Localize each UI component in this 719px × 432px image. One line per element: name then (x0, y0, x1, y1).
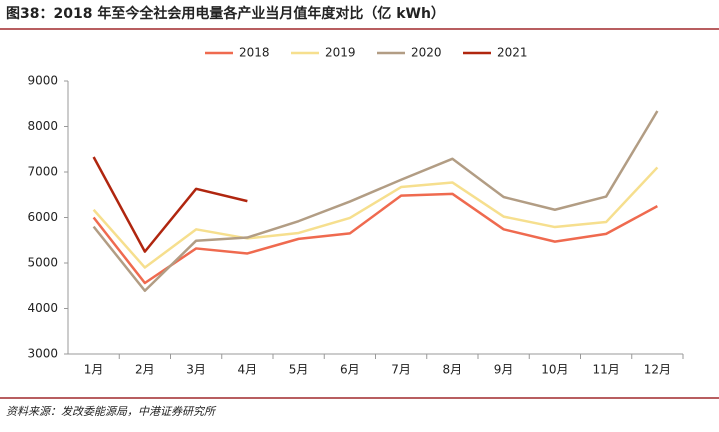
series-line (92, 156, 248, 253)
x-tick-label: 11月 (592, 363, 619, 377)
legend-label: 2018 (239, 46, 270, 60)
x-tick-label: 2月 (135, 363, 155, 377)
x-tick-label: 7月 (391, 363, 411, 377)
legend-label: 2021 (497, 46, 528, 60)
x-tick-label: 8月 (443, 363, 463, 377)
x-tick-label: 12月 (644, 363, 671, 377)
x-tick-label: 4月 (238, 363, 258, 377)
y-tick-label: 7000 (27, 165, 58, 179)
y-tick-label: 5000 (27, 256, 58, 270)
x-tick-label: 9月 (494, 363, 514, 377)
x-tick-label: 5月 (289, 363, 309, 377)
legend-label: 2019 (325, 46, 356, 60)
x-tick-label: 10月 (541, 363, 568, 377)
y-tick-label: 4000 (27, 301, 58, 315)
x-tick-label: 1月 (84, 363, 104, 377)
series-line (92, 192, 658, 285)
x-tick-label: 3月 (186, 363, 206, 377)
legend-label: 2020 (411, 46, 442, 60)
series-line (92, 110, 659, 293)
y-tick-label: 6000 (27, 210, 58, 224)
series-line (92, 166, 659, 269)
y-tick-label: 8000 (27, 119, 58, 133)
chart-title: 图38：2018 年至今全社会用电量各产业当月值年度对比（亿 kWh） (6, 5, 445, 22)
source: 资料来源：发改委能源局，中港证券研究所 (6, 405, 217, 418)
y-tick-label: 3000 (27, 347, 58, 361)
y-tick-label: 9000 (27, 74, 58, 88)
x-tick-label: 6月 (340, 363, 360, 377)
